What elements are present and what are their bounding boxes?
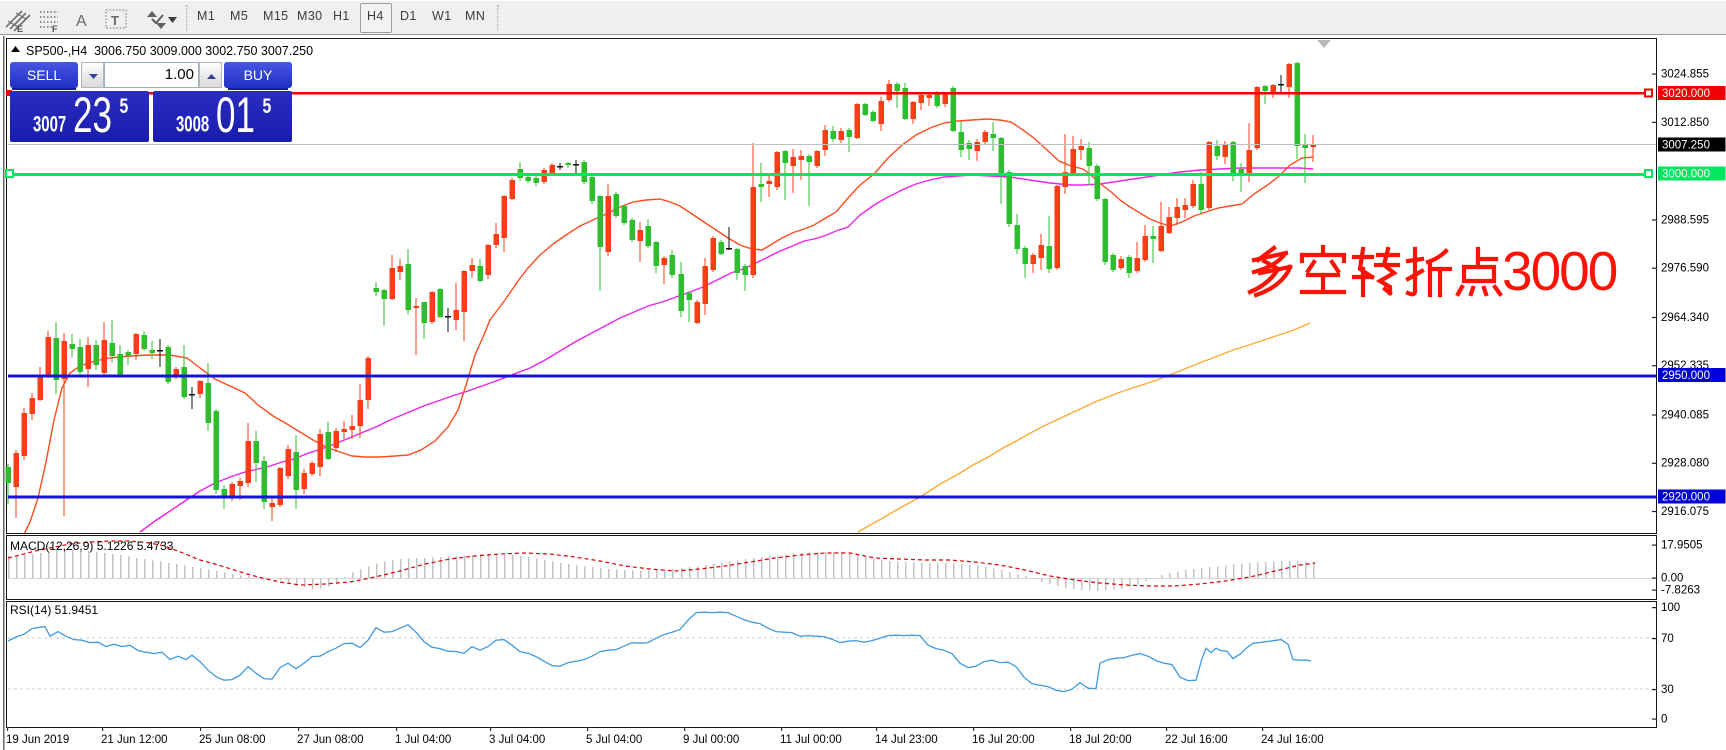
- svg-text:2964.340: 2964.340: [1661, 312, 1709, 324]
- svg-text:23: 23: [73, 91, 112, 142]
- svg-text:3000.000: 3000.000: [1662, 169, 1710, 181]
- svg-text:E: E: [17, 24, 23, 34]
- svg-text:MACD(12,26,9) 5.1226 5.4733: MACD(12,26,9) 5.1226 5.4733: [10, 539, 174, 553]
- svg-text:2976.590: 2976.590: [1661, 263, 1709, 275]
- svg-text:F: F: [52, 24, 58, 34]
- svg-text:9 Jul 00:00: 9 Jul 00:00: [683, 734, 739, 746]
- svg-text:100: 100: [1661, 602, 1680, 614]
- svg-text:-7.8263: -7.8263: [1661, 585, 1700, 597]
- svg-text:14 Jul 23:00: 14 Jul 23:00: [875, 734, 938, 746]
- svg-text:3 Jul 04:00: 3 Jul 04:00: [489, 734, 545, 746]
- svg-text:SP500-,H4 3006.750 3009.000 3: SP500-,H4 3006.750 3009.000 3002.750 300…: [26, 44, 313, 58]
- svg-text:19 Jun 2019: 19 Jun 2019: [6, 734, 69, 746]
- svg-text:24 Jul 16:00: 24 Jul 16:00: [1261, 734, 1324, 746]
- svg-text:16 Jul 20:00: 16 Jul 20:00: [972, 734, 1035, 746]
- svg-text:RSI(14) 51.9451: RSI(14) 51.9451: [10, 603, 98, 617]
- svg-text:27 Jun 08:00: 27 Jun 08:00: [297, 734, 364, 746]
- svg-text:5: 5: [263, 93, 272, 117]
- svg-text:11 Jul 00:00: 11 Jul 00:00: [780, 734, 842, 746]
- svg-text:3007.250: 3007.250: [1662, 140, 1710, 152]
- svg-text:3008: 3008: [176, 111, 209, 136]
- svg-text:21 Jun 12:00: 21 Jun 12:00: [101, 734, 168, 746]
- svg-text:3000: 3000: [1502, 240, 1617, 302]
- svg-text:2920.000: 2920.000: [1662, 492, 1710, 504]
- svg-text:3007: 3007: [33, 111, 66, 136]
- svg-text:2988.595: 2988.595: [1661, 214, 1709, 226]
- svg-text:2940.085: 2940.085: [1661, 409, 1709, 421]
- svg-text:3024.855: 3024.855: [1661, 69, 1709, 81]
- svg-text:17.9505: 17.9505: [1661, 540, 1703, 552]
- svg-text:01: 01: [216, 91, 255, 142]
- svg-text:3020.000: 3020.000: [1662, 88, 1710, 100]
- svg-text:30: 30: [1661, 684, 1674, 696]
- svg-text:3012.850: 3012.850: [1661, 117, 1709, 129]
- svg-text:T: T: [111, 13, 119, 28]
- svg-text:0.00: 0.00: [1661, 573, 1683, 585]
- svg-text:2916.075: 2916.075: [1661, 506, 1709, 518]
- svg-text:5: 5: [120, 93, 129, 117]
- svg-text:70: 70: [1661, 633, 1674, 645]
- svg-text:5 Jul 04:00: 5 Jul 04:00: [586, 734, 642, 746]
- svg-text:22 Jul 16:00: 22 Jul 16:00: [1165, 734, 1228, 746]
- svg-text:A: A: [76, 13, 87, 30]
- svg-text:0: 0: [1661, 714, 1667, 726]
- svg-text:2950.000: 2950.000: [1662, 370, 1710, 382]
- svg-text:1 Jul 04:00: 1 Jul 04:00: [395, 734, 451, 746]
- svg-text:18 Jul 20:00: 18 Jul 20:00: [1069, 734, 1132, 746]
- svg-text:25 Jun 08:00: 25 Jun 08:00: [199, 734, 266, 746]
- svg-text:2928.080: 2928.080: [1661, 458, 1709, 470]
